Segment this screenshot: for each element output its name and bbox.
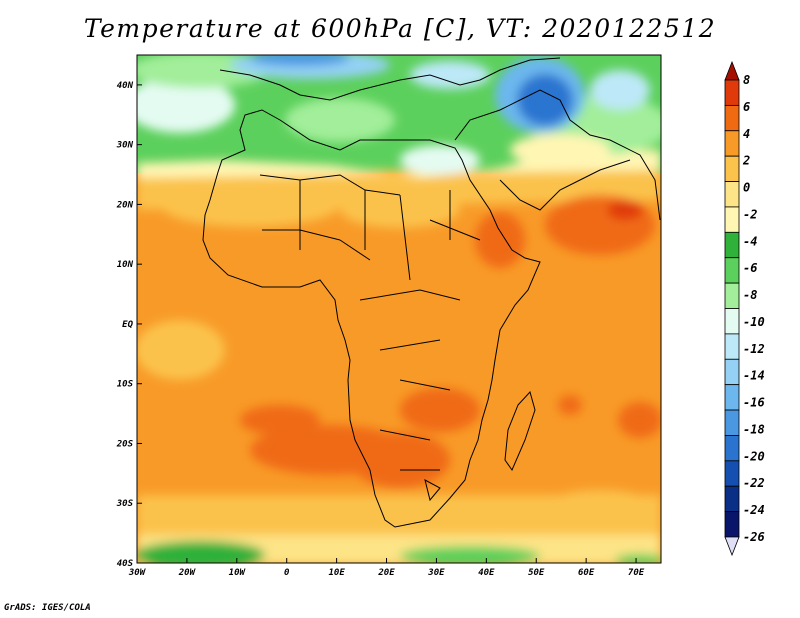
map-title: Temperature at 600hPa [C], VT: 202012251… xyxy=(83,14,717,43)
colorbar-swatch xyxy=(724,308,740,335)
colorbar-swatch xyxy=(724,384,740,411)
lat-label: EQ xyxy=(122,320,133,330)
colorbar-swatch xyxy=(724,155,740,182)
colorbar-swatch xyxy=(724,257,740,284)
plot-frame xyxy=(136,54,662,564)
lon-label: 20E xyxy=(377,568,395,578)
colorbar-label: -10 xyxy=(743,315,765,329)
lat-label: 40S xyxy=(117,559,134,569)
colorbar-swatch xyxy=(724,130,740,157)
lon-label: 50E xyxy=(528,568,545,578)
lon-label: 70E xyxy=(628,568,645,578)
colorbar-label: -4 xyxy=(743,234,757,248)
colorbar-label: -18 xyxy=(743,422,765,436)
colorbar-swatch xyxy=(724,79,740,106)
lat-label: 40N xyxy=(117,81,134,91)
colorbar-swatch xyxy=(724,358,740,386)
colorbar-label: -6 xyxy=(743,261,757,275)
coastlines xyxy=(202,57,661,528)
lon-label: 10E xyxy=(328,568,345,578)
colorbar-swatch xyxy=(724,231,740,259)
colorbar-label: -14 xyxy=(743,369,765,383)
lon-label: 10W xyxy=(229,568,247,578)
colorbar-label: -12 xyxy=(743,342,765,356)
colorbar-label: 4 xyxy=(743,127,750,141)
colorbar-label: 8 xyxy=(743,73,750,87)
lon-label: 60E xyxy=(578,568,595,578)
colorbar-bottom-arrow xyxy=(724,536,740,557)
lat-label: 10S xyxy=(117,380,134,390)
longitude-axis: 30W 20W 10W 0 10E 20E 30E 40E 50E 60E 70E xyxy=(128,558,645,578)
colorbar-label: 2 xyxy=(742,154,750,168)
colorbar-swatch xyxy=(724,409,740,436)
colorbar-label: -8 xyxy=(743,288,757,302)
colorbar-swatch xyxy=(724,104,740,132)
colorbar-label: -20 xyxy=(743,449,765,463)
latitude-axis: 40N 30N 20N 10N EQ 10S 20S 30S 40S xyxy=(116,81,142,569)
lat-label: 20S xyxy=(116,439,134,449)
colorbar-label: -26 xyxy=(743,530,765,544)
grads-credit: GrADS: IGES/COLA xyxy=(4,603,91,613)
colorbar-label: -22 xyxy=(743,476,765,490)
colorbar-swatch xyxy=(724,485,740,513)
colorbar: 8 6 4 2 0 -2 -4 -6 -8 -10 -12 -14 -16 -18 -20 -22 -24 -26 xyxy=(724,60,765,557)
colorbar-top-arrow xyxy=(724,60,740,81)
colorbar-swatch xyxy=(724,460,740,487)
colorbar-label: 6 xyxy=(743,100,750,114)
lat-label: 30S xyxy=(116,499,134,509)
lon-label: 20W xyxy=(178,568,197,578)
lon-label: 0 xyxy=(284,568,290,578)
lat-label: 30N xyxy=(116,141,134,151)
lon-label: 30W xyxy=(128,568,147,578)
colorbar-label: -2 xyxy=(743,207,757,221)
colorbar-label: -16 xyxy=(743,396,765,410)
lon-label: 40E xyxy=(478,568,495,578)
colorbar-swatch xyxy=(724,181,740,208)
temperature-field xyxy=(137,55,661,563)
lat-label: 20N xyxy=(116,200,134,210)
colorbar-swatch xyxy=(724,333,740,360)
colorbar-label: -24 xyxy=(743,503,765,517)
colorbar-swatch xyxy=(724,282,740,309)
colorbar-label: 0 xyxy=(743,181,750,195)
colorbar-swatch xyxy=(724,206,740,233)
lat-label: 10N xyxy=(117,260,134,270)
colorbar-swatch xyxy=(724,511,740,538)
colorbar-swatch xyxy=(724,435,740,462)
lon-label: 30E xyxy=(427,568,445,578)
